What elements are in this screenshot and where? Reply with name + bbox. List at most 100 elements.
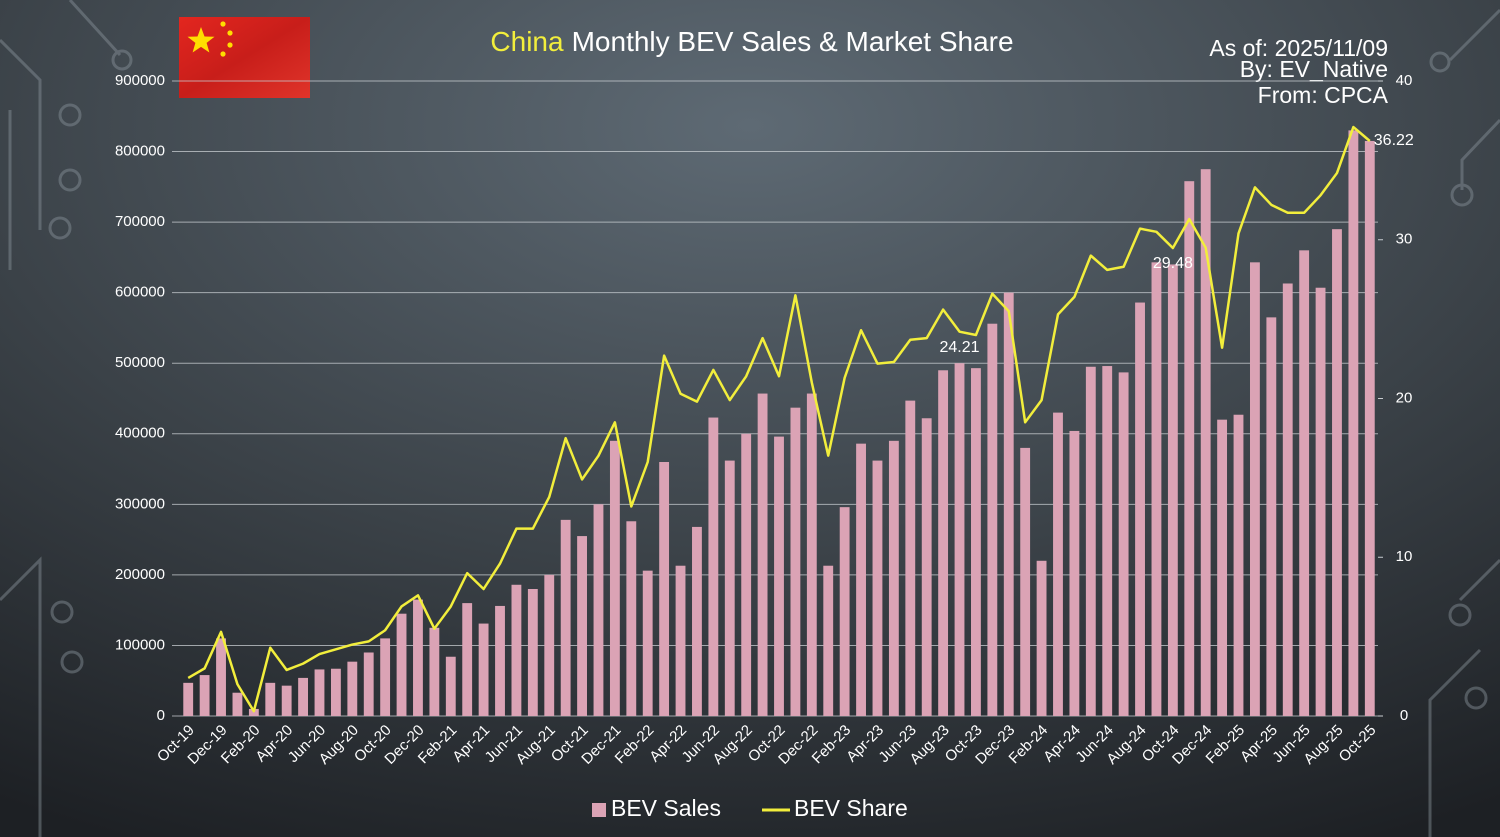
bar bbox=[380, 638, 391, 716]
bar bbox=[1151, 262, 1162, 716]
bar bbox=[1102, 366, 1113, 716]
bar bbox=[1167, 264, 1178, 716]
y2-tick-label: 20 bbox=[1396, 389, 1413, 406]
bar bbox=[1299, 250, 1310, 717]
flag-star bbox=[227, 30, 233, 36]
bar bbox=[609, 440, 620, 716]
bar bbox=[741, 433, 752, 716]
title-highlight: China bbox=[490, 26, 564, 57]
y-tick-label: 400000 bbox=[115, 425, 165, 442]
annotation: By: EV_Native bbox=[1240, 56, 1388, 82]
bar bbox=[495, 605, 505, 716]
flag-star bbox=[227, 42, 233, 48]
bar bbox=[1118, 372, 1129, 716]
bar bbox=[921, 418, 932, 716]
bar bbox=[265, 682, 276, 716]
bar bbox=[347, 661, 358, 716]
bar bbox=[511, 584, 522, 716]
bar bbox=[560, 519, 571, 716]
chart-title: China Monthly BEV Sales & Market Share bbox=[490, 26, 1013, 57]
bar bbox=[1085, 366, 1096, 716]
bar bbox=[823, 565, 834, 716]
bar bbox=[659, 462, 670, 716]
bar bbox=[724, 460, 735, 716]
y2-tick-label: 30 bbox=[1396, 231, 1413, 248]
bar bbox=[1315, 287, 1326, 716]
title-text: Monthly BEV Sales & Market Share bbox=[572, 26, 1014, 57]
bar bbox=[1249, 262, 1260, 716]
bar bbox=[971, 368, 981, 716]
bar bbox=[1217, 419, 1228, 716]
annotation: As of: 2025/11/09 bbox=[1209, 35, 1388, 61]
bar bbox=[1364, 140, 1375, 716]
bar bbox=[872, 460, 883, 716]
bar bbox=[692, 526, 702, 716]
y-tick-label: 500000 bbox=[115, 354, 165, 371]
bar bbox=[1003, 292, 1014, 716]
bar bbox=[330, 668, 341, 716]
bar bbox=[1069, 430, 1080, 716]
bar bbox=[938, 370, 949, 716]
flag-star bbox=[187, 27, 215, 53]
bar bbox=[708, 417, 719, 716]
bar bbox=[183, 682, 194, 716]
y2-tick-label: 0 bbox=[1400, 707, 1408, 724]
bar bbox=[429, 627, 440, 716]
y2-tick-label: 10 bbox=[1396, 548, 1413, 565]
bar bbox=[396, 613, 407, 716]
bar bbox=[478, 623, 489, 716]
bar bbox=[675, 565, 686, 716]
bar bbox=[642, 570, 653, 716]
bar bbox=[1053, 412, 1063, 716]
bar bbox=[314, 669, 325, 716]
bar bbox=[1332, 229, 1342, 716]
annotation: From: CPCA bbox=[1258, 82, 1389, 108]
bar bbox=[281, 685, 292, 716]
bar bbox=[1184, 181, 1195, 716]
bar bbox=[445, 656, 456, 716]
y-tick-label: 800000 bbox=[115, 143, 165, 160]
legend-label: BEV Sales bbox=[611, 795, 721, 821]
bar bbox=[757, 393, 768, 716]
flag-star bbox=[220, 21, 226, 27]
bar bbox=[806, 393, 817, 716]
bar bbox=[577, 536, 587, 716]
bar bbox=[199, 675, 210, 716]
y2-tick-label: 40 bbox=[1396, 72, 1413, 89]
y-tick-label: 0 bbox=[157, 707, 165, 724]
bar bbox=[593, 504, 604, 716]
bar bbox=[1282, 283, 1293, 716]
bar bbox=[1036, 560, 1047, 716]
bar bbox=[987, 323, 998, 716]
bar bbox=[1233, 414, 1244, 716]
y-tick-label: 300000 bbox=[115, 495, 165, 512]
y-tick-label: 900000 bbox=[115, 72, 165, 89]
bar bbox=[413, 599, 423, 716]
bar bbox=[1348, 130, 1359, 716]
bar bbox=[527, 589, 538, 716]
bar bbox=[216, 638, 226, 716]
bar bbox=[462, 603, 473, 716]
y-tick-label: 100000 bbox=[115, 636, 165, 653]
bar bbox=[888, 440, 899, 716]
y-tick-label: 200000 bbox=[115, 566, 165, 583]
data-label: 24.21 bbox=[939, 339, 979, 356]
bar bbox=[544, 574, 555, 716]
y-tick-label: 600000 bbox=[115, 284, 165, 301]
bar bbox=[1135, 302, 1145, 716]
bar bbox=[626, 521, 637, 716]
china-flag bbox=[179, 17, 310, 98]
bar bbox=[839, 507, 850, 716]
bar bbox=[1020, 447, 1031, 716]
bar bbox=[954, 363, 965, 716]
bar bbox=[1200, 169, 1211, 716]
flag-field bbox=[179, 17, 310, 98]
flag-star bbox=[220, 51, 226, 57]
bar bbox=[790, 407, 801, 716]
share-line bbox=[187, 125, 1371, 713]
bar bbox=[232, 692, 243, 716]
data-label: 36.22 bbox=[1374, 132, 1414, 149]
bar bbox=[363, 652, 374, 716]
